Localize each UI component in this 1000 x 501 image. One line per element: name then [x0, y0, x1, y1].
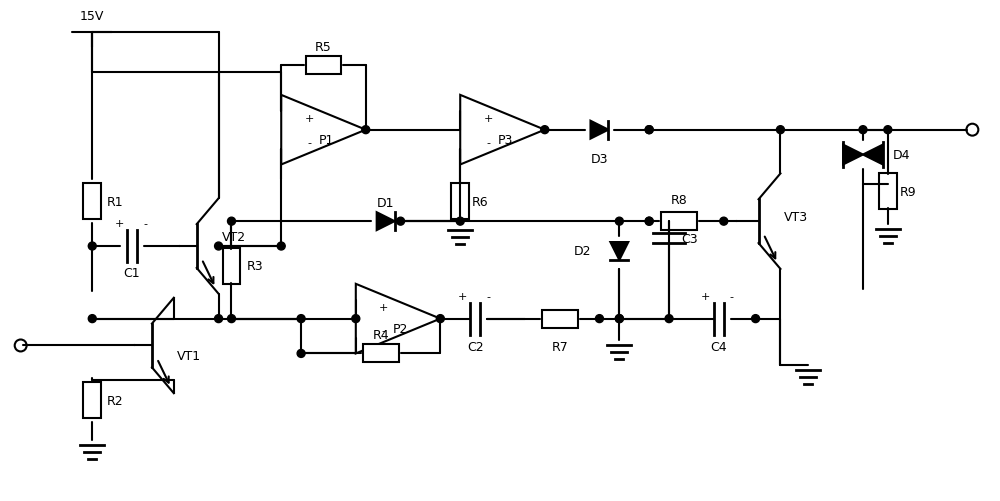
- Circle shape: [228, 315, 235, 323]
- Circle shape: [436, 315, 444, 323]
- Text: VT3: VT3: [783, 210, 808, 223]
- Text: D3: D3: [591, 152, 608, 165]
- Circle shape: [615, 315, 623, 323]
- Circle shape: [88, 315, 96, 323]
- Circle shape: [615, 315, 623, 323]
- Circle shape: [397, 218, 405, 225]
- Circle shape: [859, 126, 867, 134]
- Circle shape: [645, 218, 653, 225]
- Text: C3: C3: [681, 232, 698, 245]
- Text: C2: C2: [467, 341, 483, 354]
- Circle shape: [362, 126, 370, 134]
- FancyBboxPatch shape: [879, 174, 897, 210]
- Polygon shape: [356, 284, 440, 354]
- Text: R1: R1: [107, 195, 124, 208]
- FancyBboxPatch shape: [661, 213, 697, 230]
- Circle shape: [215, 242, 223, 250]
- Text: -: -: [486, 291, 490, 301]
- Circle shape: [541, 126, 549, 134]
- Circle shape: [615, 218, 623, 225]
- Circle shape: [645, 126, 653, 134]
- Text: +: +: [379, 302, 388, 312]
- Text: P2: P2: [393, 323, 408, 335]
- Circle shape: [15, 340, 27, 352]
- Circle shape: [665, 218, 673, 225]
- FancyBboxPatch shape: [83, 382, 101, 418]
- Text: R6: R6: [472, 195, 489, 208]
- FancyBboxPatch shape: [542, 310, 578, 328]
- Text: +: +: [483, 114, 493, 123]
- Text: -: -: [730, 291, 734, 301]
- Text: P3: P3: [497, 134, 513, 147]
- Text: R5: R5: [315, 41, 332, 54]
- FancyBboxPatch shape: [83, 184, 101, 220]
- Text: -: -: [382, 326, 386, 336]
- Circle shape: [595, 315, 603, 323]
- FancyBboxPatch shape: [363, 345, 399, 363]
- Text: R9: R9: [900, 185, 916, 198]
- Text: -: -: [307, 137, 311, 147]
- Circle shape: [297, 315, 305, 323]
- Text: D1: D1: [377, 197, 394, 210]
- Circle shape: [645, 218, 653, 225]
- Text: +: +: [304, 114, 314, 123]
- Text: +: +: [114, 218, 124, 228]
- Circle shape: [352, 315, 360, 323]
- Circle shape: [297, 350, 305, 358]
- Text: R2: R2: [107, 394, 124, 407]
- Circle shape: [645, 126, 653, 134]
- Circle shape: [966, 124, 978, 136]
- Circle shape: [884, 126, 892, 134]
- Text: R4: R4: [372, 329, 389, 342]
- FancyBboxPatch shape: [223, 248, 240, 284]
- Text: R7: R7: [551, 341, 568, 354]
- Circle shape: [776, 126, 784, 134]
- Text: VT1: VT1: [177, 349, 201, 362]
- Polygon shape: [863, 145, 883, 165]
- Circle shape: [215, 315, 223, 323]
- Polygon shape: [843, 145, 863, 165]
- Text: 15V: 15V: [80, 10, 104, 23]
- Polygon shape: [610, 242, 628, 261]
- Circle shape: [228, 218, 235, 225]
- Text: +: +: [458, 291, 467, 301]
- Text: -: -: [143, 218, 147, 228]
- Circle shape: [456, 218, 464, 225]
- Text: R3: R3: [246, 260, 263, 273]
- Polygon shape: [377, 213, 395, 230]
- Text: D4: D4: [893, 149, 910, 162]
- Text: P1: P1: [318, 134, 334, 147]
- FancyBboxPatch shape: [306, 57, 341, 75]
- Text: D2: D2: [574, 245, 591, 258]
- Text: C1: C1: [124, 267, 140, 280]
- Text: R8: R8: [671, 194, 687, 207]
- Text: +: +: [701, 291, 711, 301]
- Polygon shape: [590, 121, 608, 139]
- Text: -: -: [486, 137, 490, 147]
- Polygon shape: [460, 96, 545, 165]
- Circle shape: [665, 315, 673, 323]
- Circle shape: [277, 242, 285, 250]
- Text: C4: C4: [710, 341, 727, 354]
- Text: VT2: VT2: [222, 230, 246, 243]
- Circle shape: [752, 315, 760, 323]
- FancyBboxPatch shape: [451, 184, 469, 220]
- Circle shape: [720, 218, 728, 225]
- Circle shape: [88, 242, 96, 250]
- Polygon shape: [281, 96, 366, 165]
